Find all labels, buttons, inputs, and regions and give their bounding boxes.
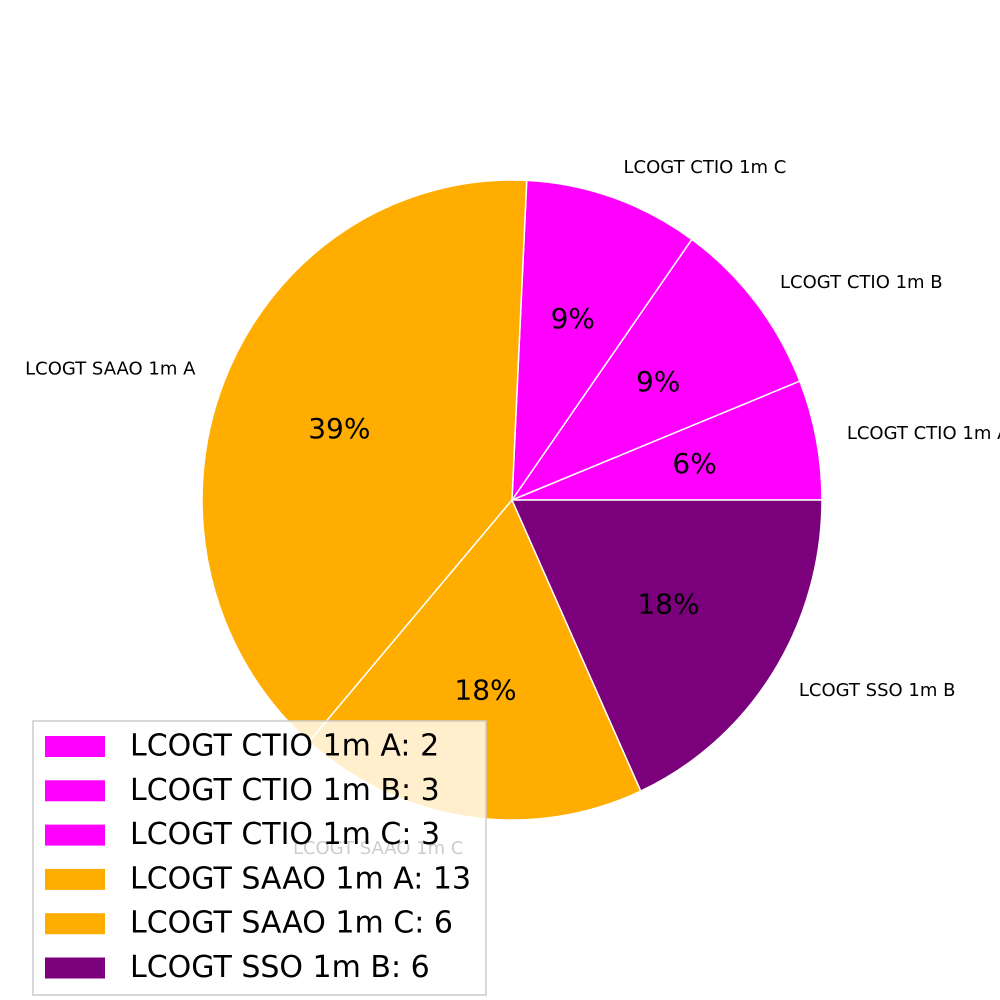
pie-slices [201, 179, 823, 821]
category-label-lcogt-sso-1m-b: LCOGT SSO 1m B [799, 680, 956, 701]
category-label-lcogt-ctio-1m-b: LCOGT CTIO 1m B [780, 272, 943, 293]
pie-slice-lcogt-saao-1m-a [201, 179, 528, 743]
legend-entry-lcogt-ctio-1m-c: LCOGT CTIO 1m C: 3 [130, 817, 440, 852]
percent-label-lcogt-ctio-1m-a: 6% [672, 447, 716, 480]
legend-frame [32, 720, 487, 996]
legend-entry-lcogt-ctio-1m-b: LCOGT CTIO 1m B: 3 [130, 773, 440, 808]
legend-swatch-lcogt-saao-1m-c [45, 913, 105, 935]
legend-swatch-lcogt-ctio-1m-b [45, 780, 105, 802]
legend-entry-lcogt-ctio-1m-a: LCOGT CTIO 1m A: 2 [130, 729, 439, 764]
pie-slice-lcogt-sso-1m-b [510, 499, 823, 793]
category-label-lcogt-ctio-1m-a: LCOGT CTIO 1m A [847, 423, 1000, 444]
percent-label-lcogt-saao-1m-a: 39% [308, 412, 370, 445]
category-label-lcogt-saao-1m-a: LCOGT SAAO 1m A [25, 359, 196, 380]
legend-entry-lcogt-sso-1m-b: LCOGT SSO 1m B: 6 [130, 950, 430, 985]
category-label-lcogt-ctio-1m-c: LCOGT CTIO 1m C [624, 157, 787, 178]
legend-entry-lcogt-saao-1m-a: LCOGT SAAO 1m A: 13 [130, 861, 471, 896]
percent-label-lcogt-ctio-1m-b: 9% [636, 365, 680, 398]
percent-label-lcogt-ctio-1m-c: 9% [551, 302, 595, 335]
pie-slice-lcogt-ctio-1m-c [511, 179, 693, 503]
percent-label-lcogt-sso-1m-b: 18% [637, 587, 699, 620]
percent-labels: 6% 9% 9% 39% 18% 18% [308, 302, 717, 706]
legend-swatch-lcogt-sso-1m-b [45, 957, 105, 979]
legend-swatch-lcogt-ctio-1m-a [45, 736, 105, 757]
pie-slice-lcogt-ctio-1m-a [511, 380, 823, 501]
legend-swatch-lcogt-saao-1m-a [45, 868, 105, 890]
legend-entry-lcogt-saao-1m-c: LCOGT SAAO 1m C: 6 [130, 906, 453, 941]
legend-swatch-lcogt-ctio-1m-c [45, 824, 105, 846]
percent-label-lcogt-saao-1m-c: 18% [454, 674, 516, 707]
pie-slice-lcogt-ctio-1m-b [509, 238, 801, 502]
legend: LCOGT CTIO 1m A: 2 LCOGT CTIO 1m B: 3 LCOG… [32, 720, 487, 996]
